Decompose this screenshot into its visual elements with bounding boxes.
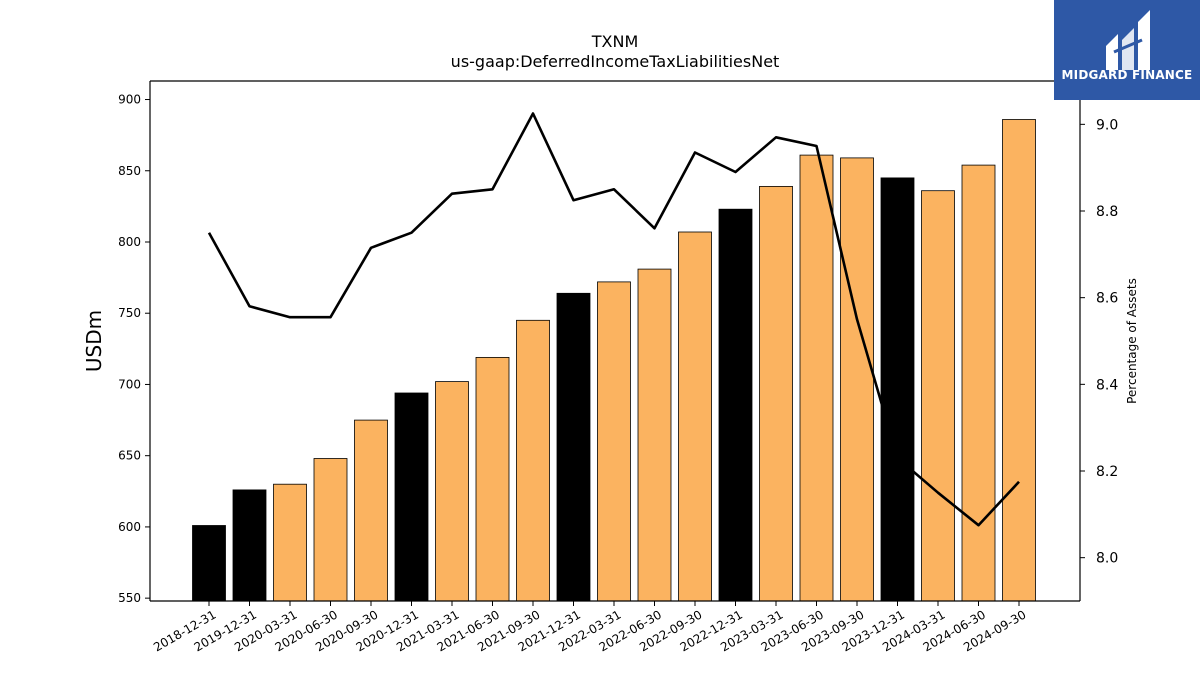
logo-text: MIDGARD FINANCE xyxy=(1061,68,1193,82)
bar-2020-06-30 xyxy=(313,458,348,602)
y-tick-label-550: 550 xyxy=(118,591,141,605)
y-tick-label-600: 600 xyxy=(118,520,141,534)
bar-2020-09-30 xyxy=(354,419,388,602)
bar-2023-12-31 xyxy=(880,177,915,602)
bar-2023-06-30 xyxy=(799,154,834,602)
y2-tick-label-8.8: 8.8 xyxy=(1096,204,1118,220)
bar-2022-06-30 xyxy=(637,268,672,602)
y2-tick-label-8.2: 8.2 xyxy=(1096,464,1118,480)
y2-tick-label-9: 9.0 xyxy=(1096,117,1118,133)
bar-2021-12-31 xyxy=(556,292,591,602)
bar-2023-03-31 xyxy=(759,185,793,602)
y2-axis-label: Percentage of Assets xyxy=(1125,278,1139,404)
y2-tick-label-8.6: 8.6 xyxy=(1096,291,1118,307)
chart-subtitle: us-gaap:DeferredIncomeTaxLiabilitiesNet xyxy=(450,52,780,71)
bar-2020-12-31 xyxy=(394,392,429,602)
y-tick-label-700: 700 xyxy=(118,377,141,391)
y2-tick-label-8.4: 8.4 xyxy=(1096,377,1118,393)
bar-2021-03-31 xyxy=(435,381,469,602)
y-tick-label-750: 750 xyxy=(118,306,141,320)
bar-2020-03-31 xyxy=(273,483,307,602)
bar-2018-12-31 xyxy=(192,525,226,602)
y2-tick-label-8: 8.0 xyxy=(1096,551,1118,567)
bar-2024-03-31 xyxy=(921,190,955,602)
y-tick-label-900: 900 xyxy=(118,93,141,107)
bar-2022-09-30 xyxy=(678,231,712,602)
y-tick-label-800: 800 xyxy=(118,235,141,249)
y-tick-label-850: 850 xyxy=(118,164,141,178)
bar-2023-09-30 xyxy=(840,157,874,602)
bar-2021-06-30 xyxy=(475,356,510,602)
percentage-of-assets-line xyxy=(207,112,1020,527)
bar-2024-06-30 xyxy=(961,164,996,602)
logo-mark-icon xyxy=(1106,10,1150,70)
bar-2019-12-31 xyxy=(232,489,267,602)
bar-2022-03-31 xyxy=(597,281,631,602)
chart-title: TXNM xyxy=(591,32,639,51)
bar-2021-09-30 xyxy=(516,319,550,602)
y-axis-label: USDm xyxy=(82,310,106,372)
y-tick-label-650: 650 xyxy=(118,449,141,463)
brand-logo: MIDGARD FINANCE xyxy=(1054,0,1200,100)
bar-2022-12-31 xyxy=(718,208,753,602)
bar-2024-09-30 xyxy=(1002,119,1036,602)
